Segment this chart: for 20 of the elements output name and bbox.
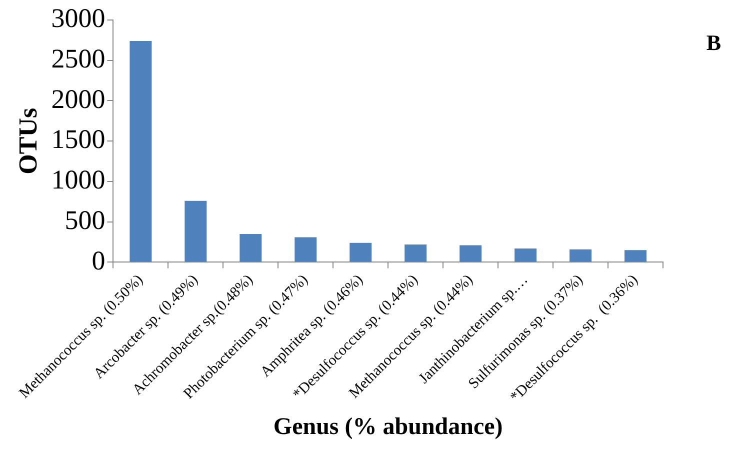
- x-axis-title: Genus (% abundance): [273, 414, 503, 440]
- y-tick-label: 1500: [51, 124, 106, 154]
- bar: [184, 200, 207, 262]
- bar: [460, 245, 482, 262]
- bar: [130, 40, 152, 262]
- bar: [404, 244, 427, 262]
- bar: [624, 250, 647, 262]
- bar: [350, 242, 372, 262]
- y-axis-title: OTUs: [13, 108, 42, 174]
- y-tick-label: 2000: [51, 84, 106, 114]
- y-tick-label: 1000: [51, 164, 106, 195]
- y-tick-label: 3000: [51, 3, 106, 34]
- text: B: [706, 30, 721, 56]
- y-tick-label: 500: [64, 204, 106, 235]
- y-tick-label: 0: [92, 245, 106, 276]
- bar: [570, 249, 592, 262]
- bar: [294, 237, 317, 262]
- bar: [514, 248, 537, 262]
- bar: [240, 234, 262, 262]
- y-tick-label: 2500: [51, 43, 106, 74]
